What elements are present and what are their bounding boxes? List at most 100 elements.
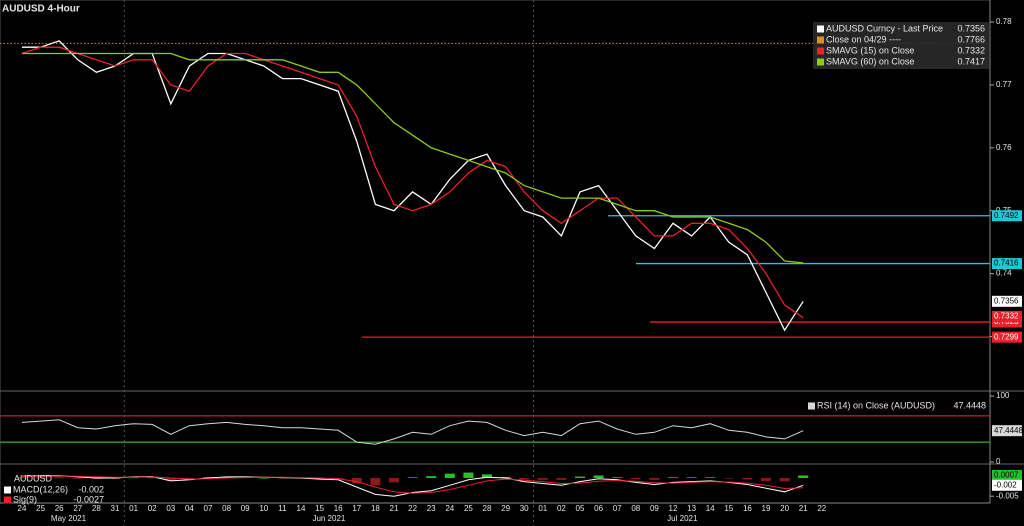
x-tick-label: 10	[259, 504, 268, 513]
price-tag	[992, 258, 1022, 270]
legend-value: -0.002	[78, 484, 104, 494]
legend-value: 0.7332	[957, 45, 985, 55]
x-tick-label: 20	[780, 504, 789, 513]
series-line	[22, 40, 804, 332]
histogram-bar	[519, 478, 530, 480]
y-tick-label: 0	[996, 457, 1001, 466]
legend-label: Close on 04/29 ----	[826, 34, 901, 44]
histogram-bar	[277, 478, 288, 479]
price-tag-label: -0.002	[994, 480, 1017, 489]
y-tick-label: 0.74	[996, 269, 1012, 278]
legend-swatch	[4, 486, 11, 494]
x-tick-label: 09	[241, 504, 250, 513]
x-tick-label: 16	[743, 504, 752, 513]
y-tick-label: 100	[996, 391, 1010, 400]
x-tick-label: 08	[222, 504, 231, 513]
price-tag	[992, 295, 1022, 307]
histogram-bar	[128, 477, 139, 479]
histogram-bar	[556, 478, 567, 480]
legend-value: 0.7766	[957, 34, 985, 44]
x-tick-label: 24	[445, 504, 454, 513]
histogram-bar	[482, 474, 492, 478]
x-tick-label: 18	[371, 504, 380, 513]
month-label: Jul 2021	[667, 514, 698, 523]
x-tick-label: 01	[538, 504, 547, 513]
x-tick-label: 09	[650, 504, 659, 513]
x-tick-label: 06	[594, 504, 603, 513]
histogram-bar	[370, 478, 381, 486]
histogram-bar	[17, 477, 27, 479]
price-tag	[992, 479, 1022, 491]
x-tick-label: 15	[724, 504, 733, 513]
histogram-bar	[723, 478, 734, 479]
series-line	[22, 52, 804, 264]
legend-value: 0.7417	[957, 56, 985, 66]
histogram-bar	[389, 478, 399, 483]
legend-value: 0.7356	[957, 23, 985, 33]
x-tick-label: 28	[483, 504, 492, 513]
histogram-bar	[72, 478, 83, 479]
series-line	[21, 46, 804, 319]
price-tag-label: 47.4448	[994, 426, 1023, 435]
histogram-bar	[463, 472, 474, 478]
plot-frame	[0, 0, 991, 504]
x-tick-label: 21	[799, 504, 808, 513]
price-tag-label: 0.7492	[994, 211, 1019, 220]
x-tick-label: 11	[278, 504, 287, 513]
histogram-bar	[426, 476, 437, 478]
x-tick-label: 05	[576, 504, 585, 513]
legend-box	[804, 399, 989, 413]
histogram-bar	[668, 477, 678, 478]
x-tick-label: 21	[390, 504, 399, 513]
series-line	[21, 419, 804, 445]
histogram-bar	[705, 477, 716, 478]
histogram-bar	[779, 478, 790, 482]
panel-title: AUDUSD	[14, 473, 53, 483]
price-tag	[992, 310, 1022, 322]
histogram-bar	[575, 476, 585, 478]
histogram-bar	[54, 477, 65, 479]
legend-label: SMAVG (15) on Close	[826, 45, 914, 55]
histogram-bar	[351, 478, 362, 484]
x-tick-label: 14	[706, 504, 715, 513]
x-tick-label: 13	[687, 504, 696, 513]
x-tick-label: 22	[408, 504, 417, 513]
legend-swatch	[817, 25, 824, 33]
x-tick-label: 15	[315, 504, 324, 513]
legend-label: Sig(9)	[13, 494, 37, 504]
price-tag	[992, 331, 1022, 343]
y-tick-label: 0.76	[996, 143, 1012, 152]
price-tag	[992, 425, 1022, 437]
histogram-bar	[258, 478, 269, 479]
legend-swatch	[817, 58, 824, 66]
price-tag-label: 0.7356	[994, 296, 1019, 305]
x-tick-label: 25	[36, 504, 45, 513]
price-tag-label: 0.0007	[994, 471, 1019, 480]
x-tick-label: 01	[129, 504, 138, 513]
x-tick-label: 03	[166, 504, 175, 513]
x-tick-label: 23	[427, 504, 436, 513]
x-tick-label: 07	[613, 504, 622, 513]
histogram-bar	[147, 477, 158, 479]
histogram-bar	[537, 478, 548, 480]
x-tick-label: 02	[148, 504, 157, 513]
x-tick-label: 30	[520, 504, 529, 513]
legend-swatch	[4, 496, 11, 504]
histogram-bar	[221, 476, 232, 478]
x-tick-label: 28	[92, 504, 101, 513]
legend-value: 47.4448	[953, 400, 986, 410]
y-tick-label: -0.005	[996, 491, 1019, 500]
price-tag-label: 0.7332	[994, 312, 1019, 321]
legend-swatch	[817, 36, 824, 44]
legend-label: SMAVG (60) on Close	[826, 56, 914, 66]
price-tag	[992, 210, 1022, 222]
x-tick-label: 31	[111, 504, 120, 513]
month-label: May 2021	[51, 514, 87, 523]
price-tag-label: 0.7416	[994, 259, 1019, 268]
x-tick-label: 26	[55, 504, 64, 513]
x-tick-label: 04	[185, 504, 194, 513]
x-tick-label: 08	[631, 504, 640, 513]
x-tick-label: 29	[501, 504, 510, 513]
x-tick-label: 12	[669, 504, 678, 513]
